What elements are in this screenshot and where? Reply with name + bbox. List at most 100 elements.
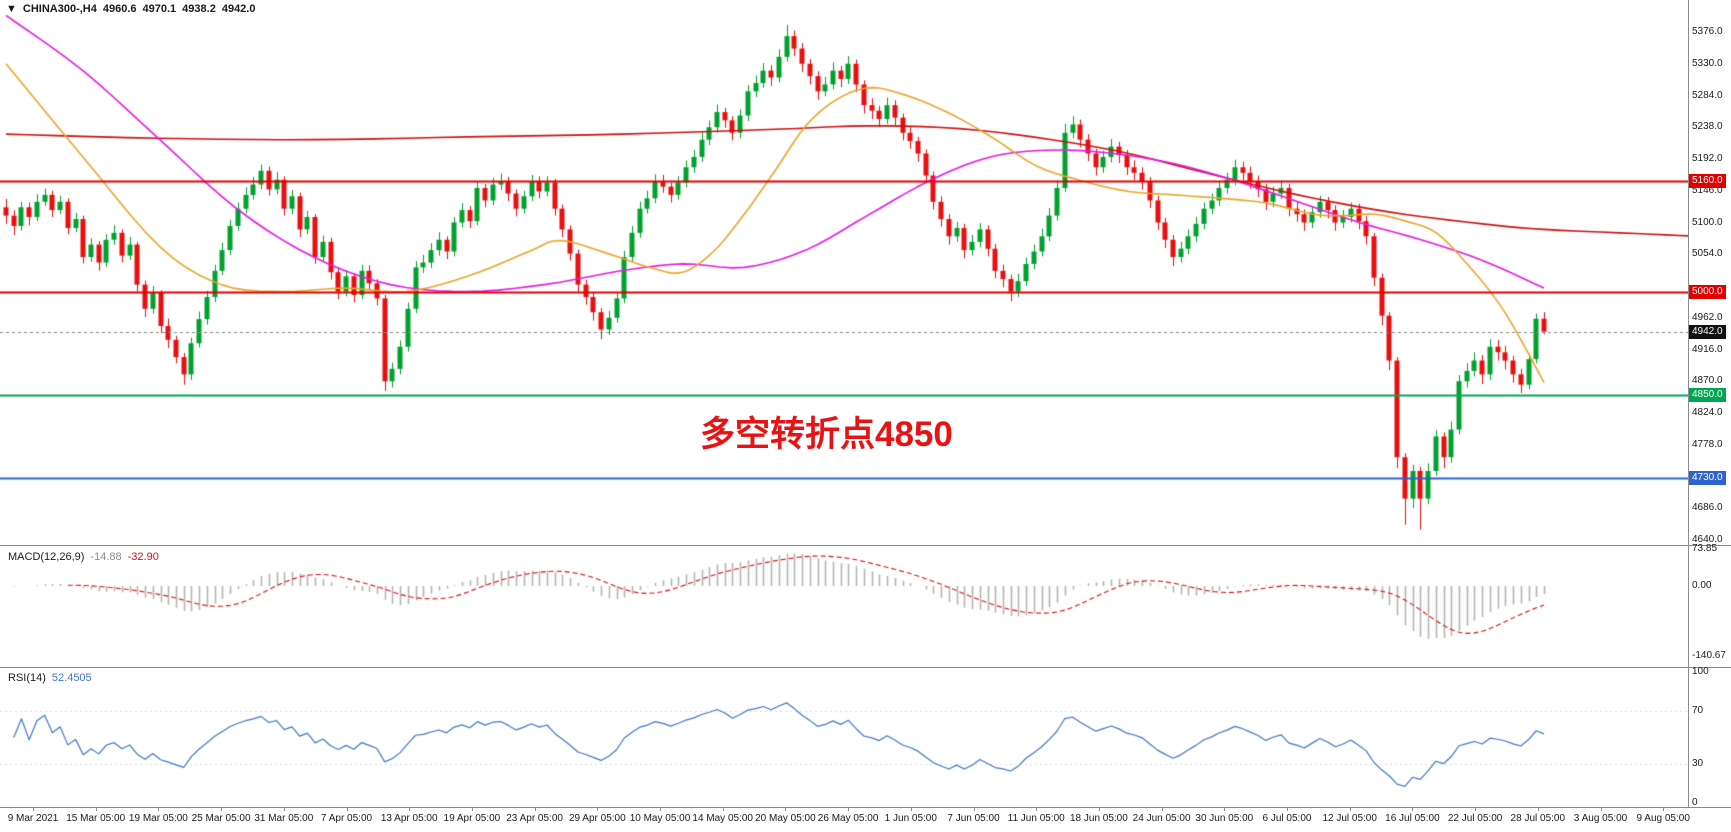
- time-axis-label: 26 May 05:00: [817, 813, 879, 824]
- time-axis-label: 23 Apr 05:00: [506, 813, 563, 824]
- time-axis-label: 18 Jun 05:00: [1069, 813, 1128, 824]
- price-axis-line: [1688, 0, 1689, 807]
- time-axis-label: 25 Mar 05:00: [191, 813, 251, 824]
- time-axis-tick: [1538, 807, 1539, 811]
- time-axis-label: 24 Jun 05:00: [1132, 813, 1191, 824]
- time-axis-tick: [96, 807, 97, 811]
- level-label-5000.0: 5000.0: [1689, 284, 1726, 299]
- time-axis-label: 11 Jun 05:00: [1007, 813, 1065, 824]
- time-axis-label: 15 Mar 05:00: [66, 813, 126, 824]
- rsi-indicator-label: RSI(14) 52.4505: [8, 672, 98, 684]
- macd-panel-canvas[interactable]: [0, 545, 1688, 667]
- price-tick-label: 5330.0: [1692, 57, 1723, 69]
- rsi-axis-30: 30: [1692, 758, 1704, 769]
- macd-indicator-label: MACD(12,26,9) -14.88 -32.90: [8, 551, 165, 563]
- macd-axis-min: -140.67: [1692, 650, 1726, 661]
- macd-rsi-separator[interactable]: [0, 667, 1731, 668]
- time-axis-tick: [33, 807, 34, 811]
- price-tick-label: 4962.0: [1692, 311, 1723, 323]
- time-axis-tick: [347, 807, 348, 811]
- macd-main-value: -14.88: [90, 551, 122, 563]
- level-label-5160.0: 5160.0: [1689, 174, 1726, 189]
- time-axis-label: 12 Jul 05:00: [1322, 813, 1377, 824]
- time-axis-tick: [1224, 807, 1225, 811]
- rsi-panel-canvas[interactable]: [0, 667, 1688, 807]
- time-axis-label: 7 Apr 05:00: [320, 813, 373, 824]
- price-tick-label: 4870.0: [1692, 375, 1723, 387]
- time-axis-label: 20 May 05:00: [755, 813, 816, 824]
- price-chart-canvas[interactable]: [0, 0, 1688, 545]
- symbol-ohlc-label: ▼ CHINA300-,H4 4960.6 4970.1 4938.2 4942.0: [6, 3, 261, 15]
- time-axis-label: 6 Jul 05:00: [1262, 813, 1312, 824]
- time-axis-label: 19 Mar 05:00: [128, 813, 188, 824]
- time-axis-label: 16 Jul 05:00: [1385, 813, 1440, 824]
- price-tick-label: 4640.0: [1692, 534, 1723, 545]
- time-axis-tick: [1475, 807, 1476, 811]
- price-tick-label: 4916.0: [1692, 343, 1723, 355]
- time-axis-tick: [284, 807, 285, 811]
- time-axis-tick: [1350, 807, 1351, 811]
- time-axis-label: 19 Apr 05:00: [443, 813, 501, 824]
- level-label-4942.0: 4942.0: [1689, 324, 1726, 339]
- main-macd-separator[interactable]: [0, 545, 1731, 546]
- time-axis-tick: [1162, 807, 1163, 811]
- time-axis-label: 28 Jul 05:00: [1510, 813, 1566, 824]
- time-axis-label: 13 Apr 05:00: [380, 813, 438, 824]
- rsi-axis-70: 70: [1692, 705, 1704, 716]
- time-axis-tick: [723, 807, 724, 811]
- time-axis-separator: [0, 807, 1731, 808]
- time-axis-label: 30 Jun 05:00: [1195, 813, 1254, 824]
- rsi-indicator-name: RSI(14): [8, 672, 46, 684]
- trend-note-text: 多空转折点4850: [700, 415, 953, 454]
- time-axis-tick: [472, 807, 473, 811]
- ohlc-high: 4970.1: [142, 3, 177, 15]
- price-tick-label: 4824.0: [1692, 407, 1723, 418]
- time-axis-tick: [1099, 807, 1100, 811]
- ohlc-open: 4960.6: [102, 3, 137, 15]
- macd-axis-max: 73.85: [1692, 543, 1718, 554]
- price-tick-label: 4778.0: [1692, 438, 1723, 450]
- time-axis-tick: [158, 807, 159, 811]
- time-axis-tick: [911, 807, 912, 811]
- time-axis-label: 7 Jun 05:00: [947, 813, 1000, 824]
- time-axis-label: 29 Apr 05:00: [568, 813, 626, 824]
- time-axis-tick: [1036, 807, 1037, 811]
- ohlc-low: 4938.2: [182, 3, 216, 15]
- rsi-axis-0: 0: [1692, 797, 1698, 808]
- macd-axis-zero: 0.00: [1692, 580, 1712, 591]
- price-tick-label: 5238.0: [1692, 121, 1723, 133]
- rsi-value: 52.4505: [51, 672, 92, 684]
- price-tick-label: 5100.0: [1692, 216, 1723, 228]
- time-axis-label: 22 Jul 05:00: [1447, 813, 1503, 824]
- time-axis-tick: [974, 807, 975, 811]
- price-tick-label: 5192.0: [1692, 153, 1723, 164]
- ohlc-close: 4942.0: [221, 3, 256, 15]
- level-label-4730.0: 4730.0: [1689, 470, 1726, 485]
- macd-signal-value: -32.90: [127, 551, 159, 563]
- price-tick-label: 5284.0: [1692, 89, 1723, 101]
- symbol-marker-icon: ▼: [6, 3, 17, 15]
- time-axis-tick: [409, 807, 410, 811]
- time-axis-label: 9 Mar 2021: [7, 813, 59, 824]
- time-axis-label: 31 Mar 05:00: [254, 813, 314, 824]
- time-axis-tick: [1287, 807, 1288, 811]
- symbol-name: CHINA300-,H4: [22, 3, 97, 15]
- time-axis-tick: [1601, 807, 1602, 811]
- time-axis-label: 9 Aug 05:00: [1636, 813, 1690, 824]
- time-axis-label: 10 May 05:00: [629, 813, 691, 824]
- time-axis-tick: [221, 807, 222, 811]
- time-axis-label: 14 May 05:00: [692, 813, 753, 824]
- rsi-axis-100: 100: [1692, 666, 1709, 677]
- time-axis-tick: [848, 807, 849, 811]
- price-tick-label: 4686.0: [1692, 502, 1723, 514]
- time-axis-tick: [597, 807, 598, 811]
- price-tick-label: 5376.0: [1692, 26, 1723, 37]
- time-axis-tick: [660, 807, 661, 811]
- price-tick-label: 5146.0: [1692, 184, 1723, 196]
- time-axis-label: 1 Jun 05:00: [884, 813, 937, 824]
- time-axis-label: 3 Aug 05:00: [1573, 813, 1628, 824]
- level-label-4850.0: 4850.0: [1689, 388, 1726, 403]
- macd-indicator-name: MACD(12,26,9): [8, 551, 85, 563]
- price-tick-label: 5054.0: [1692, 248, 1723, 260]
